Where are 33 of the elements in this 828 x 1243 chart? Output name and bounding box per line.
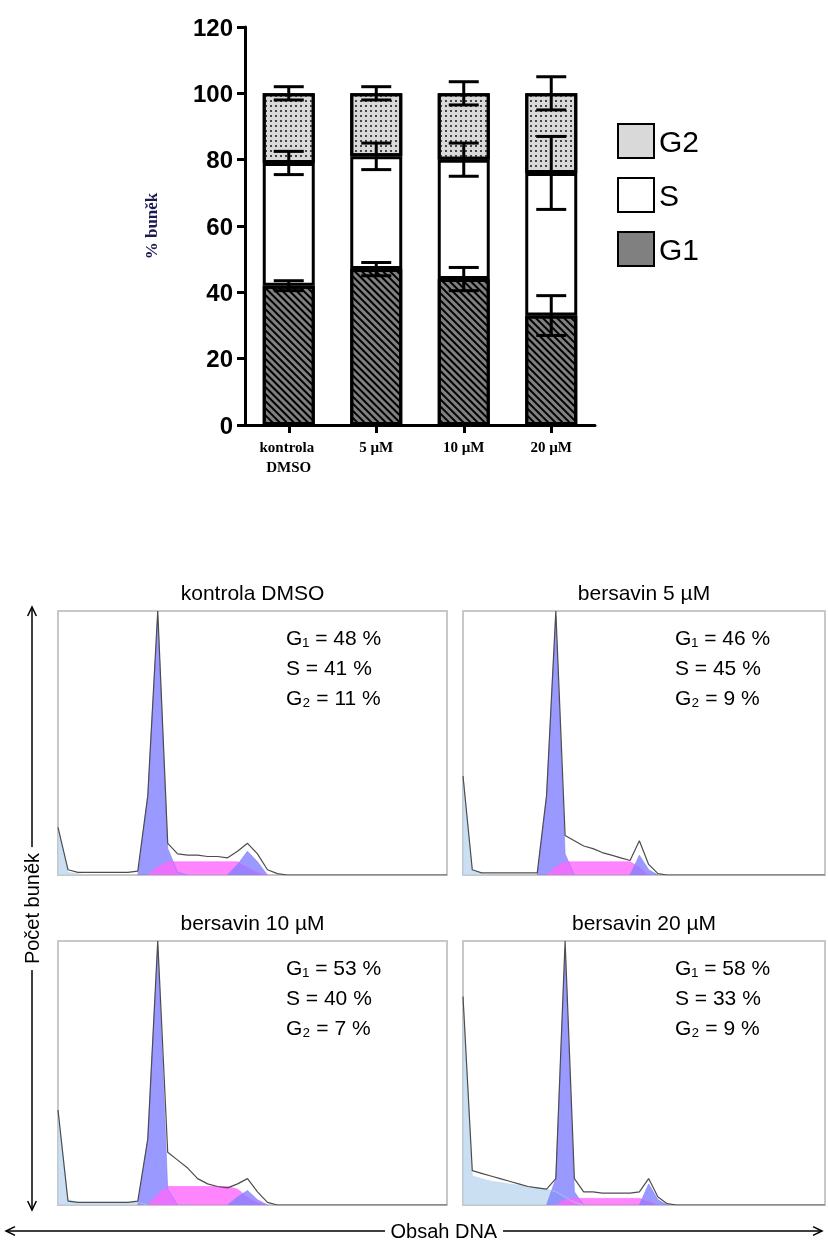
y-tick-label: 0 [219, 411, 233, 439]
y-axis-title: Počet buněk [20, 846, 44, 970]
annotation: S = 40 % [286, 986, 372, 1009]
y-tick-label: 120 [192, 13, 233, 41]
annotation: G₂ = 9 % [675, 686, 760, 709]
annotation: G₁ = 53 % [286, 956, 382, 979]
annotation: G₁ = 46 % [675, 626, 771, 649]
legend-label: S [659, 178, 680, 212]
x-tick-label: 10 µM [442, 439, 485, 455]
y-axis-title: % buněk [142, 192, 161, 260]
x-tick-label: 5 µM [359, 439, 394, 455]
annotation: G₂ = 9 % [675, 1016, 760, 1039]
chart-title: bersavin 10 µM [180, 911, 325, 934]
x-tick-label: kontrola DMSO [259, 439, 318, 475]
x-tick-label: 20 µM [530, 439, 573, 455]
annotation: G₂ = 7 % [286, 1016, 371, 1039]
x-axis-title: Obsah DNA [384, 1219, 504, 1243]
y-tick-label: 60 [206, 212, 233, 240]
chart-title: bersavin 20 µM [572, 911, 716, 934]
annotation: S = 33 % [675, 986, 761, 1009]
annotation: G₁ = 58 % [675, 956, 771, 979]
annotation: S = 45 % [675, 656, 761, 679]
y-tick-label: 40 [206, 278, 233, 306]
chart-title: kontrola DMSO [180, 581, 325, 604]
y-tick-label: 100 [192, 79, 233, 107]
legend-label: G1 [659, 232, 700, 266]
y-tick-label: 20 [206, 345, 233, 373]
annotation: G₁ = 48 % [286, 626, 382, 649]
legend-label: G2 [659, 124, 700, 158]
annotation: G₂ = 11 % [286, 686, 381, 709]
chart-title: bersavin 5 µM [577, 581, 711, 604]
annotation: S = 41 % [286, 656, 372, 679]
y-tick-label: 80 [206, 146, 233, 174]
